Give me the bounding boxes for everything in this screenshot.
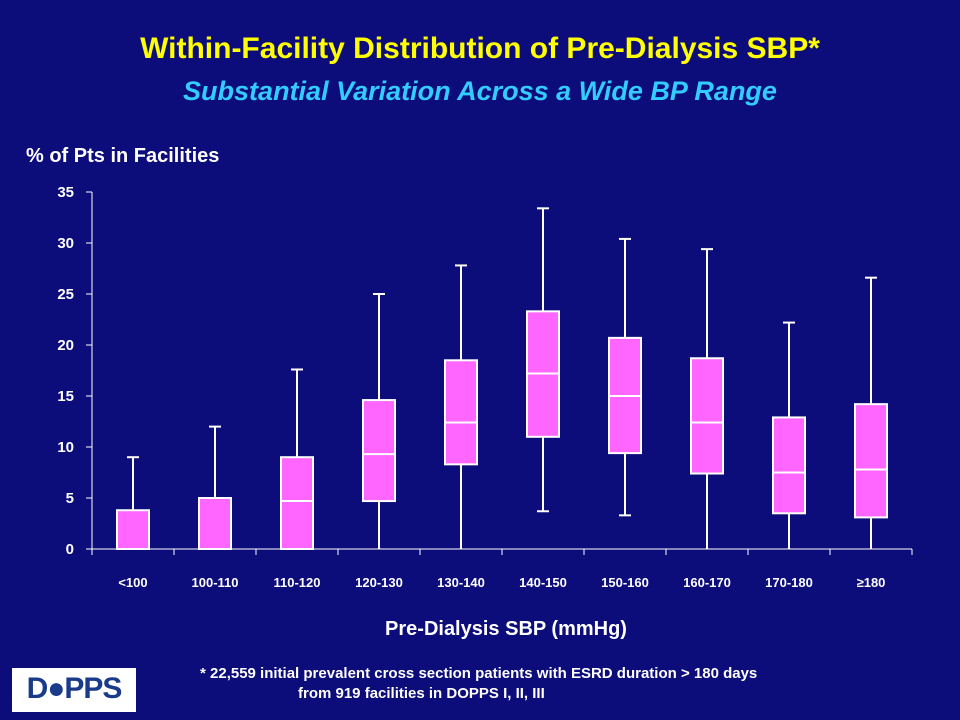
y-tick-label: 30 bbox=[57, 235, 74, 252]
x-tick-label: 170-180 bbox=[765, 575, 813, 590]
x-tick-label: 110-120 bbox=[274, 575, 321, 590]
box-rect bbox=[280, 456, 314, 551]
box-170-180 bbox=[772, 321, 806, 549]
slide-subtitle: Substantial Variation Across a Wide BP R… bbox=[183, 76, 777, 106]
box-140-150 bbox=[526, 207, 560, 513]
box-120-130 bbox=[362, 293, 396, 549]
y-tick-label: 0 bbox=[66, 541, 74, 558]
x-tick-label: 100-110 bbox=[192, 575, 239, 590]
y-tick-label: 25 bbox=[57, 286, 74, 303]
dopps-logo: D●PPS bbox=[12, 668, 136, 712]
box-150-160 bbox=[608, 237, 642, 517]
box-rect bbox=[198, 497, 232, 550]
y-tick-label: 15 bbox=[57, 388, 74, 405]
box-160-170 bbox=[690, 248, 724, 549]
footnote: * 22,559 initial prevalent cross section… bbox=[200, 664, 900, 704]
y-tick-labels: 0 5 10 15 20 25 30 35 bbox=[57, 184, 74, 558]
box-≥180 bbox=[854, 276, 888, 549]
x-tick-label: ≥180 bbox=[857, 575, 886, 590]
x-axis-label: Pre-Dialysis SBP (mmHg) bbox=[385, 618, 627, 640]
box-rect bbox=[116, 509, 150, 550]
x-tick-label: 150-160 bbox=[601, 575, 649, 590]
x-tick-label: 120-130 bbox=[355, 575, 403, 590]
box-rect bbox=[854, 403, 888, 519]
box-rect bbox=[362, 399, 396, 503]
box-130-140 bbox=[444, 264, 478, 549]
box-110-120 bbox=[280, 368, 314, 551]
box-<100 bbox=[116, 456, 150, 550]
y-axis-label: % of Pts in Facilities bbox=[26, 145, 220, 167]
x-tick-label: 130-140 bbox=[437, 575, 485, 590]
chart-boxes bbox=[116, 207, 888, 551]
x-tick-labels: <100 100-110 110-120 120-130 130-140 140-150 1… bbox=[118, 575, 885, 590]
footnote-line-2: from 919 facilities in DOPPS I, II, III bbox=[298, 685, 545, 702]
box-rect bbox=[690, 357, 724, 475]
box-100-110 bbox=[198, 425, 232, 550]
slide-title: Within-Facility Distribution of Pre-Dial… bbox=[140, 32, 820, 65]
y-tick-label: 10 bbox=[57, 439, 74, 456]
x-tick-label: 160-170 bbox=[683, 575, 731, 590]
footnote-line-1: * 22,559 initial prevalent cross section… bbox=[200, 665, 758, 682]
logo-text: D●PPS bbox=[26, 672, 123, 705]
x-tick-label: <100 bbox=[118, 575, 147, 590]
box-rect bbox=[444, 359, 478, 466]
x-tick-label: 140-150 bbox=[519, 575, 567, 590]
y-tick-label: 20 bbox=[57, 337, 74, 354]
y-tick-label: 35 bbox=[57, 184, 74, 201]
y-tick-label: 5 bbox=[66, 490, 74, 507]
box-rect bbox=[772, 416, 806, 515]
